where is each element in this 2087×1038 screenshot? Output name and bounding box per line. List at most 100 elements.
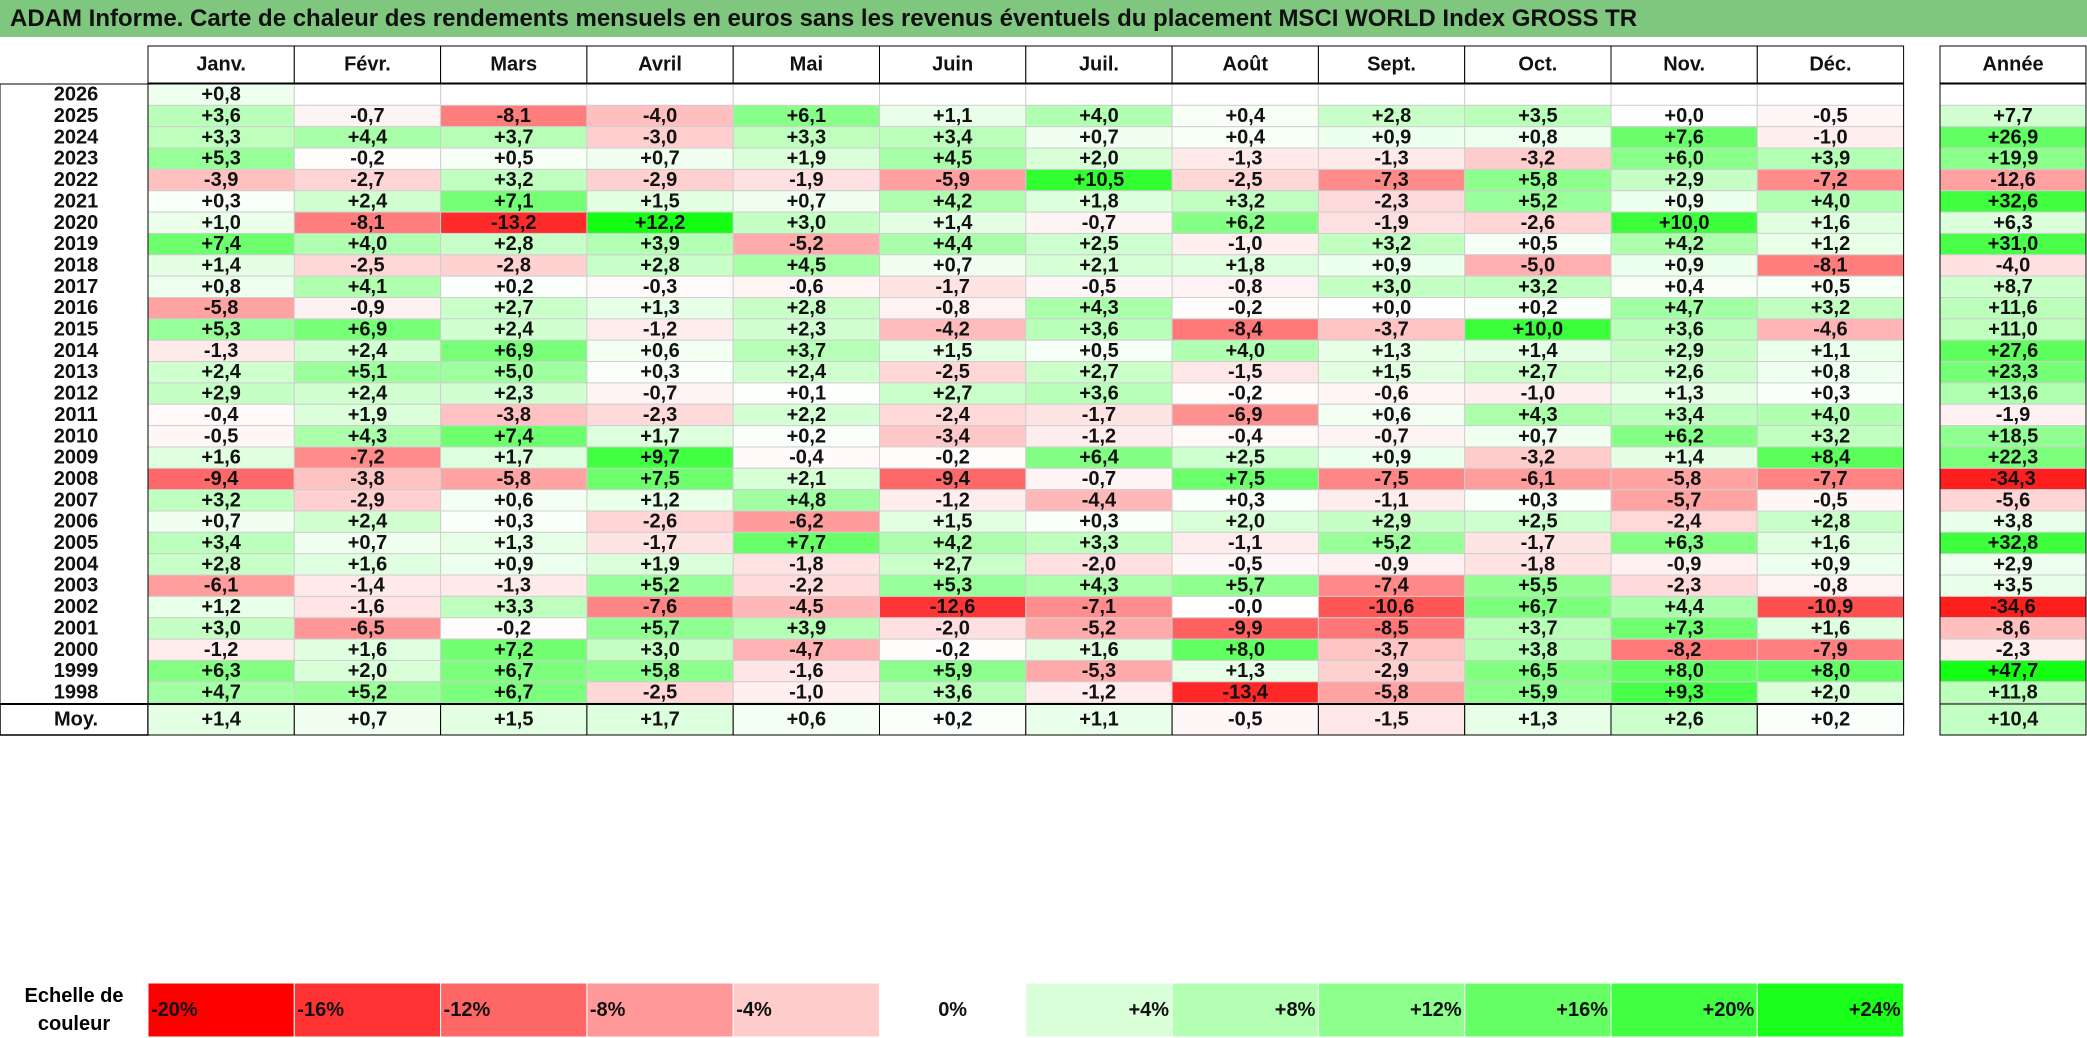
heatmap-cell-value: +5,2 — [1518, 190, 1557, 212]
heatmap-cell-value: +3,0 — [787, 212, 826, 234]
heatmap-cell-value: +0,8 — [201, 84, 240, 106]
heatmap-cell-value: +0,9 — [494, 553, 533, 575]
chart-title: ADAM Informe. Carte de chaleur des rende… — [0, 0, 2087, 37]
heatmap-cell-value: +1,6 — [201, 447, 240, 469]
color-scale-tick-label: -4% — [736, 999, 772, 1021]
heatmap-cell-value: +2,5 — [1079, 233, 1118, 255]
heatmap-cell-value: +0,3 — [201, 190, 240, 212]
heatmap-cell-value: +4,3 — [1518, 404, 1557, 426]
heatmap-cell-value: -1,3 — [1374, 148, 1408, 170]
month-header-label: Sept. — [1367, 54, 1416, 76]
heatmap-cell-value: +0,7 — [933, 254, 972, 276]
heatmap-cell-value: -3,8 — [497, 404, 531, 426]
heatmap-cell-value: -0,8 — [1228, 276, 1262, 298]
heatmap-cell-value: +1,3 — [640, 297, 679, 319]
average-cell-value: +0,7 — [348, 709, 387, 731]
heatmap-cell-value: -1,1 — [1228, 532, 1262, 554]
heatmap-cell-value: -7,3 — [1374, 169, 1408, 191]
heatmap-cell-value: +3,5 — [1518, 105, 1557, 127]
heatmap-cell-value: +2,4 — [494, 319, 534, 341]
heatmap-cell-value: +3,2 — [1811, 297, 1850, 319]
color-scale-tick-label: +4% — [1129, 999, 1170, 1021]
heatmap-cell-value: -6,2 — [789, 511, 823, 533]
heatmap-cell-value: -2,8 — [497, 254, 531, 276]
heatmap-cell-value: +3,6 — [1079, 319, 1118, 341]
heatmap-cell — [586, 83, 734, 106]
heatmap-cell-value: +0,6 — [494, 489, 533, 511]
heatmap-cell-value: +1,7 — [640, 425, 679, 447]
heatmap-cell-value: +8,0 — [1664, 660, 1703, 682]
heatmap-cell-value: +1,1 — [933, 105, 972, 127]
annual-cell-value: +22,3 — [1988, 447, 2039, 469]
heatmap-cell-value: +3,3 — [201, 126, 240, 148]
heatmap-cell-value: +5,0 — [494, 361, 533, 383]
heatmap-cell-value: +5,3 — [201, 319, 240, 341]
heatmap-cell-value: +4,5 — [933, 148, 972, 170]
heatmap-cell-value: +0,9 — [1664, 254, 1703, 276]
color-scale-swatch — [1171, 982, 1319, 1037]
color-scale-swatch — [440, 982, 588, 1037]
heatmap-cell-value: +4,4 — [1664, 596, 1704, 618]
year-header-label: Année — [1982, 54, 2043, 76]
heatmap-cell-value: -8,1 — [1813, 254, 1847, 276]
heatmap-cell-value: +5,5 — [1518, 575, 1557, 597]
heatmap-cell-value: +5,3 — [933, 575, 972, 597]
heatmap-cell-value: -12,6 — [930, 596, 976, 618]
heatmap-cell-value: -1,0 — [1521, 383, 1555, 405]
month-header-cell — [147, 45, 295, 84]
heatmap-cell-value: +2,9 — [1664, 169, 1703, 191]
heatmap-cell-value: +6,5 — [1518, 660, 1557, 682]
heatmap-cell-value: -3,9 — [204, 169, 238, 191]
heatmap-cell-value: +3,0 — [640, 639, 679, 661]
heatmap-cell-value: +1,4 — [1518, 340, 1558, 362]
heatmap-cell-value: -2,6 — [643, 511, 677, 533]
month-header-cell — [1171, 45, 1319, 84]
heatmap-cell-value: -5,2 — [789, 233, 823, 255]
heatmap-cell-value: -0,9 — [1667, 553, 1701, 575]
month-header-label: Juil. — [1079, 54, 1119, 76]
heatmap-cell-value: +2,0 — [348, 660, 387, 682]
heatmap-cell-value: +2,4 — [348, 511, 388, 533]
heatmap-cell-value: -8,2 — [1667, 639, 1701, 661]
heatmap-cell-value: +3,6 — [201, 105, 240, 127]
heatmap-cell-value: -0,3 — [643, 276, 677, 298]
average-annual-cell — [1939, 703, 2087, 736]
heatmap-cell-value: +3,4 — [933, 126, 973, 148]
heatmap-cell-value: +1,9 — [348, 404, 387, 426]
heatmap-cell-value: +2,8 — [640, 254, 679, 276]
heatmap-cell-value: +10,0 — [1659, 212, 1710, 234]
row-year-label: 2009 — [54, 447, 99, 469]
heatmap-cell-value: +2,3 — [787, 319, 826, 341]
row-year-label: 1998 — [54, 681, 99, 703]
heatmap-cell-value: -5,8 — [1667, 468, 1701, 490]
heatmap-cell-value: +0,5 — [1518, 233, 1557, 255]
heatmap-cell-value: -7,1 — [1082, 596, 1116, 618]
heatmap-cell-value: -1,3 — [204, 340, 238, 362]
heatmap-cell-value: -1,2 — [643, 319, 677, 341]
heatmap-cell-value: -4,6 — [1813, 319, 1847, 341]
heatmap-cell-value: +2,2 — [787, 404, 826, 426]
heatmap-cell-value: -13,2 — [491, 212, 537, 234]
month-header-label: Oct. — [1518, 54, 1557, 76]
month-header-cell — [1610, 45, 1758, 84]
heatmap-cell-value: -1,3 — [497, 575, 531, 597]
month-header-cell — [1025, 45, 1173, 84]
heatmap-cell-value: +0,2 — [494, 276, 533, 298]
heatmap-cell-value: -13,4 — [1222, 681, 1268, 703]
heatmap-cell — [1464, 83, 1612, 106]
heatmap-cell-value: +0,9 — [1372, 254, 1411, 276]
heatmap-cell-value: +0,5 — [1811, 276, 1850, 298]
heatmap-cell — [1171, 83, 1319, 106]
heatmap-cell-value: +0,7 — [640, 148, 679, 170]
month-header-label: Mai — [790, 54, 823, 76]
heatmap-cell-value: -1,9 — [789, 169, 823, 191]
heatmap-cell-value: +0,3 — [494, 511, 533, 533]
heatmap-cell-value: +3,6 — [1664, 319, 1703, 341]
color-scale-tick-label: -16% — [297, 999, 344, 1021]
heatmap-cell-value: +6,4 — [1079, 447, 1119, 469]
heatmap-cell-value: +2,9 — [201, 383, 240, 405]
heatmap-cell-value: -5,8 — [204, 297, 238, 319]
heatmap-cell-value: +2,8 — [787, 297, 826, 319]
annual-cell-value: +11,6 — [1988, 297, 2038, 319]
heatmap-cell-value: -9,4 — [204, 468, 239, 490]
